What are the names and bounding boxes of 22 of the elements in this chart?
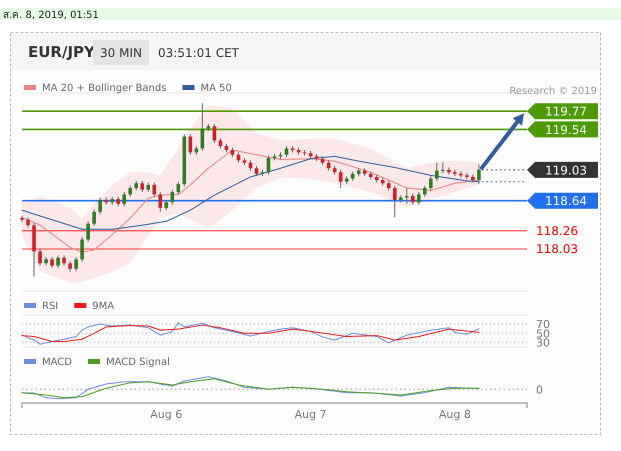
legend-label: RSI	[42, 301, 58, 312]
x-tick-label: Aug 8	[438, 408, 471, 421]
ref-line-label: 118.64	[545, 194, 587, 208]
ref-line-label: 119.54	[545, 122, 587, 137]
text: 03:51:01 CET	[158, 46, 240, 60]
ref-line-label: 118.26	[536, 224, 578, 238]
legend-label: MA 20 + Bollinger Bands	[42, 83, 166, 94]
chart-subtitle: 30 MIN	[100, 46, 142, 60]
legend-label: MACD Signal	[106, 357, 170, 368]
x-tick-label: Aug 7	[294, 408, 327, 421]
text: ส.ค. 8, 2019, 01:51	[3, 10, 99, 21]
ref-line-label: 0	[536, 383, 543, 396]
ref-line-label: 119.77	[545, 104, 587, 119]
chart-title: EUR/JPY	[28, 43, 96, 61]
legend-label: MACD	[42, 357, 72, 368]
ref-line-label: 118.03	[536, 242, 578, 256]
y-tick-label: 30	[536, 336, 550, 350]
legend-label: MA 50	[200, 83, 232, 94]
annotation: Research © 2019	[509, 86, 597, 97]
legend-label: 9MA	[92, 301, 114, 312]
ref-line-label: 119.03	[545, 163, 587, 178]
x-tick-label: Aug 6	[150, 408, 182, 421]
